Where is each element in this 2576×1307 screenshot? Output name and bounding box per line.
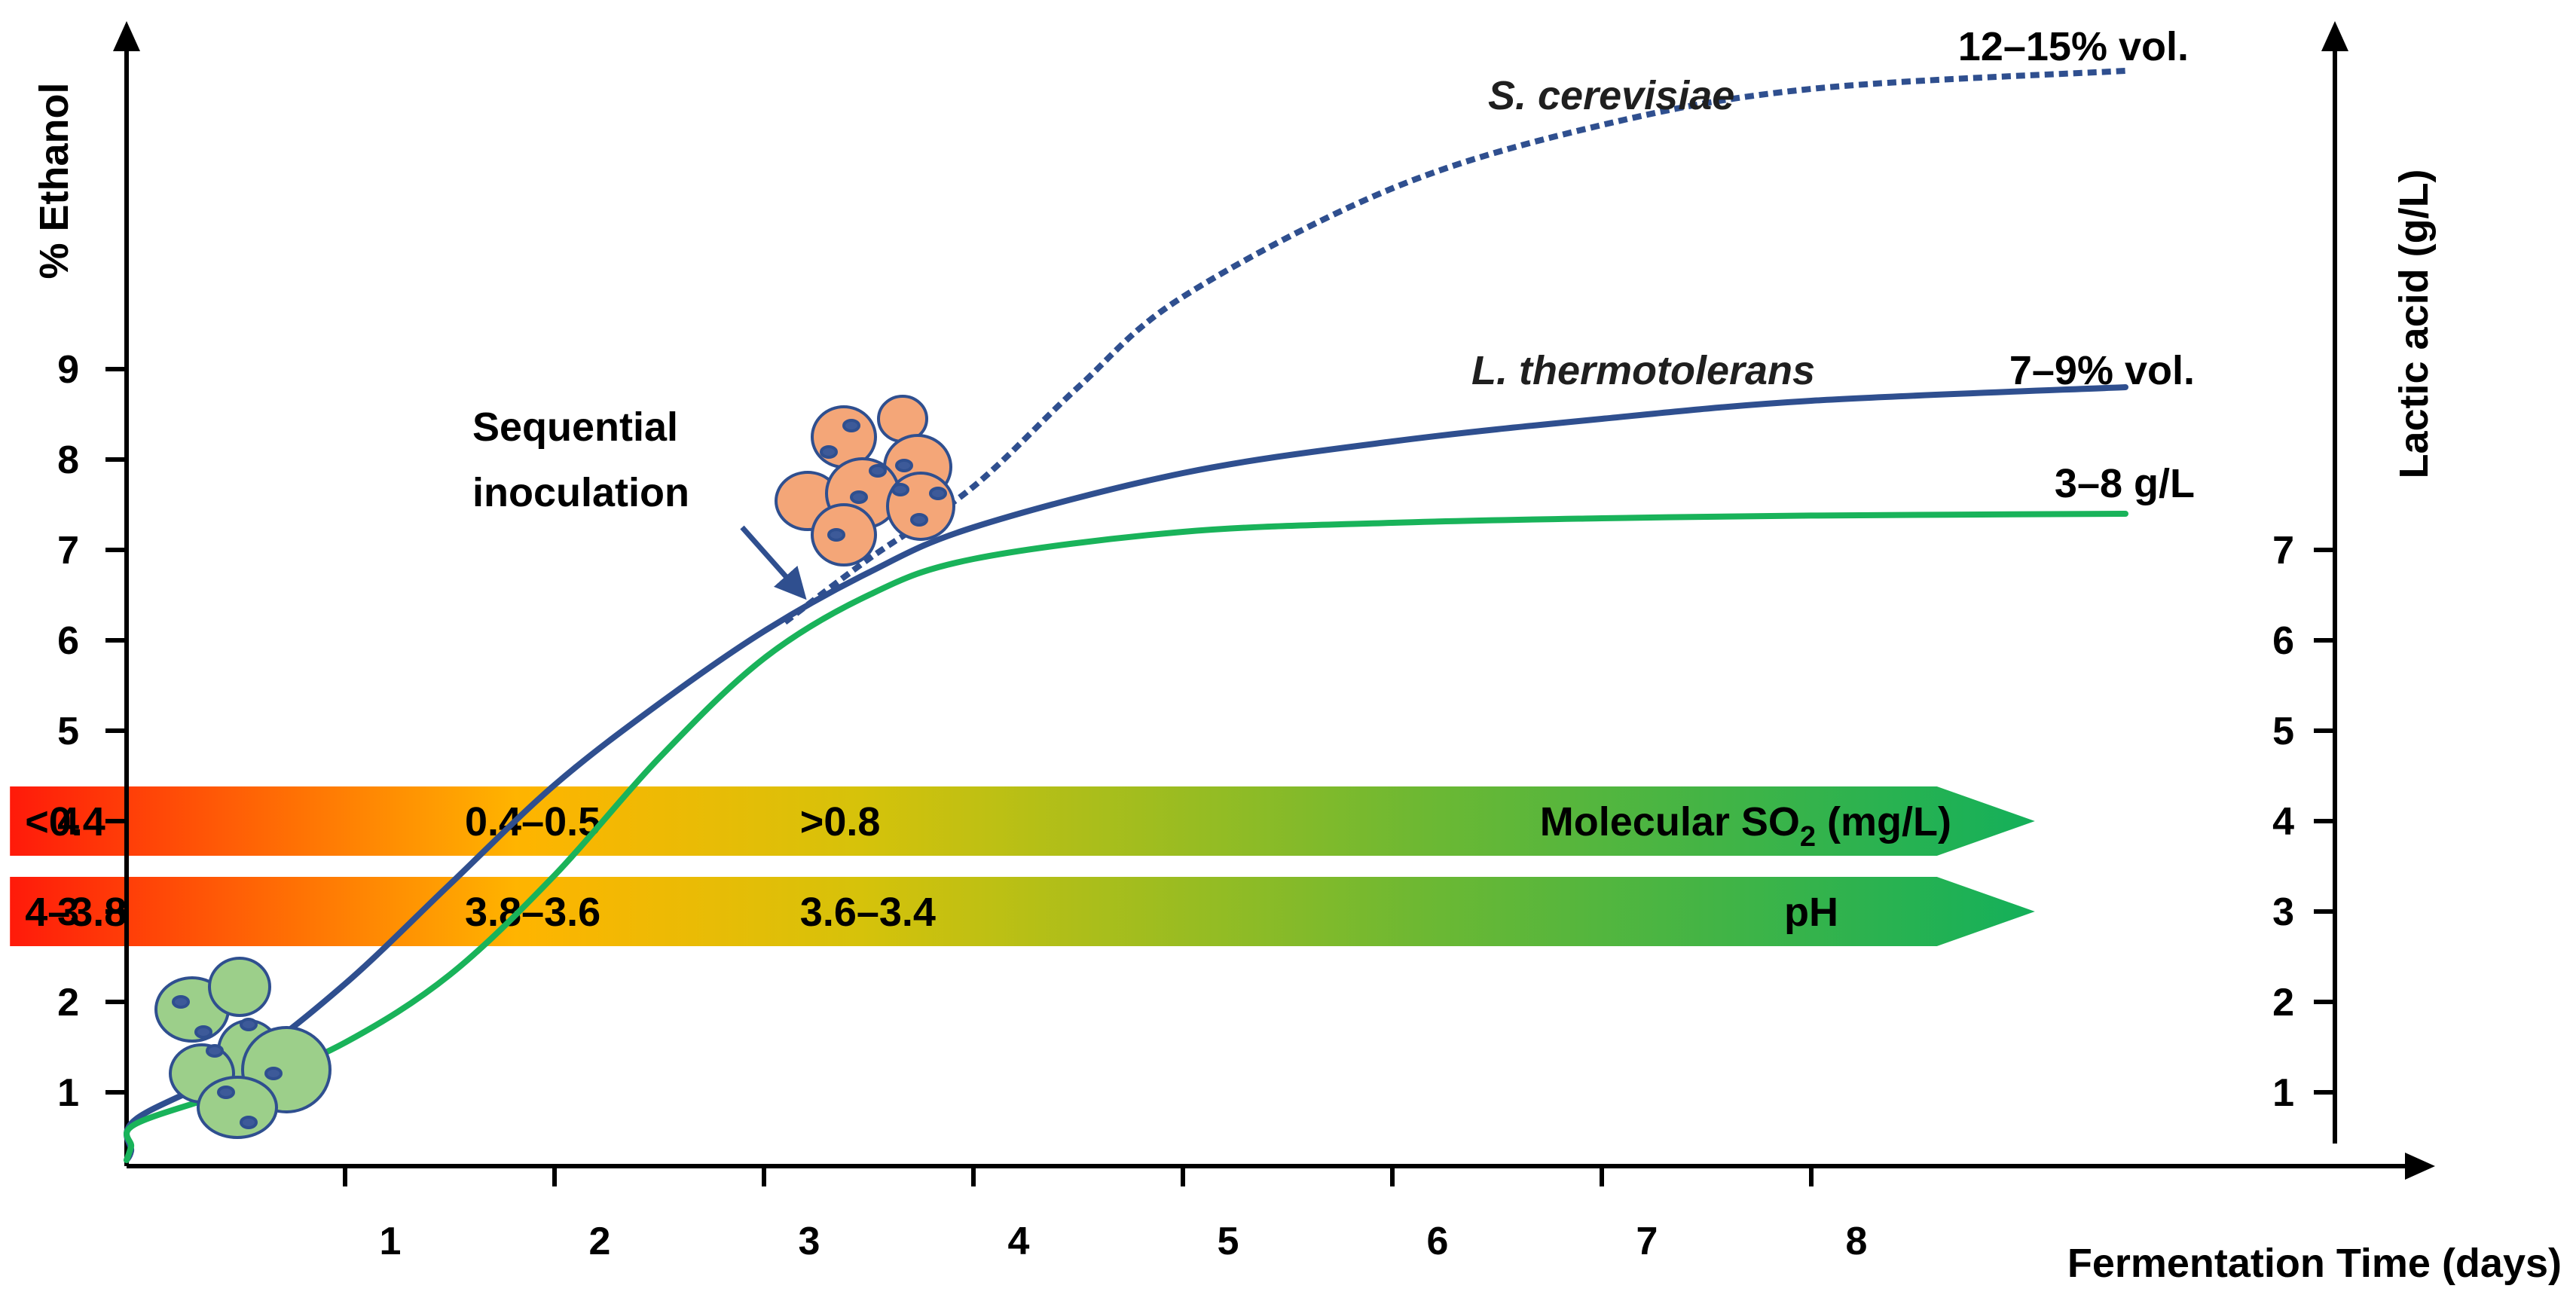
end-label-l-thermotolerans: 7–9% vol. [2009, 348, 2195, 393]
left-y-tick-label: 5 [57, 710, 79, 753]
left-y-tick-label: 2 [57, 981, 79, 1025]
inoculation-label-line2: inoculation [472, 470, 689, 515]
series-label-l-thermotolerans: L. thermotolerans [1471, 348, 1815, 393]
right-y-tick-label: 6 [2272, 619, 2294, 663]
band-arrow-0 [10, 786, 2035, 856]
band-value: <0.4 [25, 799, 105, 844]
x-axis-title: Fermentation Time (days) [2067, 1241, 2562, 1286]
band-value: >0.8 [800, 799, 881, 844]
left-y-tick-label: 6 [57, 619, 79, 663]
tick-group: 1 2 3 4 5 6 7 8 1 2 3 4 5 6 7 8 9 1 2 3 4 5 6 7 [57, 348, 2335, 1263]
orange-yeast-cells-icon [775, 395, 955, 566]
axes [113, 21, 2435, 1180]
band-label-main: pH [1784, 890, 1838, 935]
x-tick-label: 6 [1427, 1220, 1449, 1263]
right-y-tick-label: 1 [2272, 1071, 2294, 1115]
left-y-tick-label: 3 [57, 890, 79, 934]
band-arrow-1 [10, 877, 2035, 946]
x-tick-label: 8 [1846, 1220, 1868, 1263]
end-label-s-cerevisiae: 12–15% vol. [1958, 24, 2189, 69]
x-tick-label: 5 [1218, 1220, 1239, 1263]
end-label-lactic-acid: 3–8 g/L [2055, 461, 2195, 506]
left-y-axis-arrowhead [113, 21, 140, 51]
x-tick-label: 4 [1008, 1220, 1030, 1263]
left-y-tick-label: 1 [57, 1071, 79, 1115]
right-y-axis-arrowhead [2321, 21, 2348, 51]
band-label-sub: 2 [1800, 821, 1816, 853]
x-tick-label: 3 [799, 1220, 820, 1263]
right-y-tick-label: 5 [2272, 710, 2294, 753]
left-y-tick-label: 7 [57, 529, 79, 573]
x-tick-label: 1 [380, 1220, 402, 1263]
series-label-s-cerevisiae: S. cerevisiae [1488, 73, 1734, 118]
right-y-tick-label: 4 [2272, 800, 2294, 844]
left-y-tick-label: 9 [57, 348, 79, 392]
right-axis-title: Lactic acid (g/L) [2391, 169, 2437, 478]
inoculation-label-line1: Sequential [472, 405, 678, 450]
right-y-tick-label: 2 [2272, 981, 2294, 1025]
x-tick-label: 7 [1636, 1220, 1658, 1263]
band-label: pH [1784, 890, 1838, 935]
band-value: 3.6–3.4 [800, 890, 936, 935]
x-axis-arrowhead [2405, 1153, 2435, 1180]
green-yeast-cells-icon [154, 957, 332, 1139]
band-label-unit: (mg/L) [1816, 799, 1951, 844]
left-y-tick-label: 8 [57, 438, 79, 482]
inoculation-arrow [740, 525, 807, 600]
left-axis-title: % Ethanol [32, 82, 77, 279]
curves [124, 68, 2128, 1163]
series-line-0 [124, 384, 2128, 1163]
band-label-main: Molecular SO [1540, 799, 1800, 844]
condition-bands: <0.4 0.4–0.5 >0.8 Molecular SO2 (mg/L)4–3.8… [10, 786, 2035, 946]
left-y-tick-label: 4 [57, 800, 79, 844]
right-y-tick-label: 3 [2272, 890, 2294, 934]
series-line-1 [783, 68, 2126, 625]
band-label: Molecular SO2 (mg/L) [1540, 799, 1951, 853]
right-y-tick-label: 7 [2272, 529, 2294, 573]
x-tick-label: 2 [589, 1220, 611, 1263]
